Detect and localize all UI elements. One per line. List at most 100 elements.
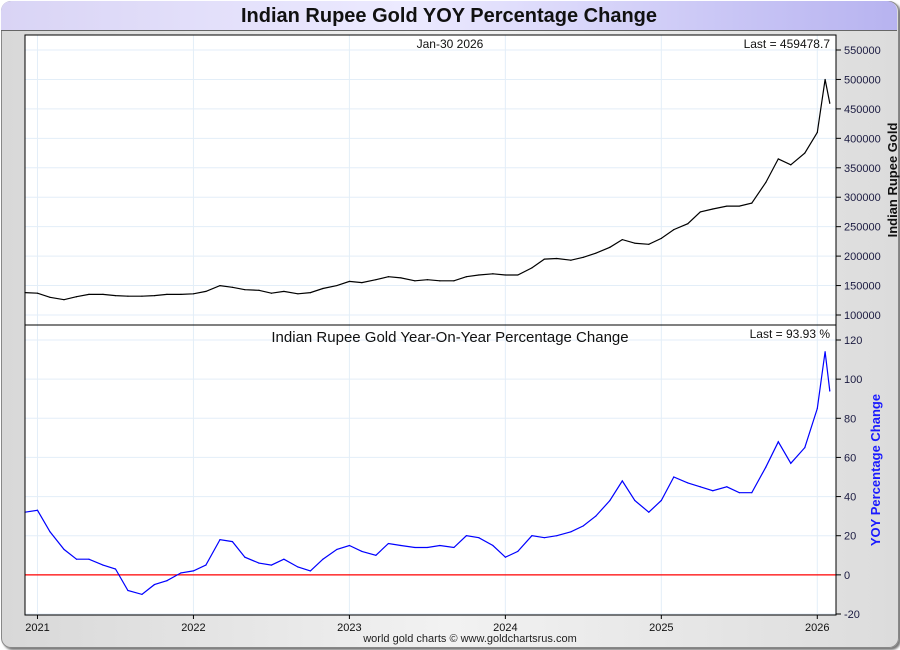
data-point (297, 566, 299, 568)
data-point (219, 539, 221, 541)
data-point (219, 284, 221, 287)
y-tick-label: 500000 (844, 74, 881, 86)
data-point (595, 515, 597, 517)
data-point (504, 556, 506, 558)
data-point (804, 152, 806, 154)
data-point (166, 293, 168, 295)
data-point (205, 290, 207, 293)
date-label: Jan-30 2026 (417, 37, 484, 51)
data-point (465, 535, 467, 537)
y-tick-label: 550000 (844, 45, 881, 57)
last-value-label: Last = 459478.7 (744, 37, 831, 51)
y-tick-label: 40 (844, 492, 856, 504)
data-point (517, 550, 519, 552)
data-point (102, 293, 104, 295)
data-point (63, 299, 65, 301)
plot-area-1 (24, 324, 837, 616)
data-point (829, 390, 831, 392)
data-point (231, 540, 234, 543)
data-point (609, 246, 611, 248)
data-point (336, 548, 338, 551)
data-point (88, 293, 90, 295)
data-point (726, 486, 728, 488)
data-point (634, 499, 636, 502)
data-point (453, 546, 455, 549)
y-tick-label: 120 (844, 335, 862, 347)
data-point (765, 466, 767, 468)
data-point (699, 486, 701, 488)
data-point (141, 295, 143, 297)
data-point (790, 462, 792, 464)
data-point (400, 544, 402, 547)
data-point (348, 544, 350, 547)
plot-area-0 (24, 34, 837, 326)
data-point (270, 564, 273, 566)
data-point (570, 531, 572, 533)
data-point (660, 499, 662, 502)
data-point (361, 550, 363, 552)
data-point (465, 276, 467, 278)
data-point (765, 181, 767, 184)
last-value-label: Last = 93.93 % (750, 327, 831, 341)
data-point (375, 554, 377, 556)
data-point (258, 289, 260, 291)
y-tick-label: 200000 (844, 251, 881, 263)
data-point (439, 280, 441, 282)
y-tick-label: 100 (844, 374, 862, 386)
data-point (804, 447, 806, 449)
y-tick-label: 450000 (844, 104, 881, 116)
y-tick-label: -20 (844, 609, 860, 621)
y-tick-label: 150000 (844, 281, 881, 293)
y-tick-label: 400000 (844, 133, 881, 145)
data-point (49, 296, 51, 298)
data-point (127, 589, 129, 592)
series-line (24, 79, 831, 301)
data-point (375, 279, 377, 281)
plot-border (24, 324, 837, 616)
data-point (726, 205, 728, 207)
x-tick-label: 2026 (805, 622, 829, 634)
data-point (387, 276, 389, 278)
data-point (387, 542, 389, 545)
data-point (492, 544, 494, 547)
data-point (75, 296, 78, 298)
x-tick-label: 2022 (181, 622, 205, 634)
data-point (322, 287, 324, 290)
data-point (595, 252, 597, 254)
series-line (24, 351, 831, 596)
data-point (270, 292, 273, 294)
data-point (824, 351, 826, 353)
data-point (712, 208, 714, 210)
data-point (400, 277, 402, 279)
data-point (414, 546, 416, 549)
data-point (712, 490, 714, 492)
data-point (621, 480, 623, 482)
data-point (63, 548, 65, 551)
data-point (543, 537, 545, 539)
x-tick-label: 2021 (25, 622, 49, 634)
data-point (141, 593, 143, 596)
data-point (673, 229, 675, 231)
data-point (36, 509, 39, 511)
y-tick-label: 20 (844, 531, 856, 543)
data-point (192, 570, 195, 572)
data-point (36, 292, 39, 294)
data-point (153, 584, 156, 586)
data-point (75, 558, 78, 560)
data-point (361, 282, 363, 284)
data-point (414, 280, 416, 282)
data-point (648, 511, 650, 513)
data-point (205, 564, 207, 566)
data-point (348, 280, 350, 283)
data-point (478, 537, 480, 539)
data-point (556, 257, 558, 260)
y-tick-label: 250000 (844, 222, 881, 234)
data-point (531, 267, 533, 269)
data-point (634, 242, 636, 244)
data-point (687, 223, 689, 225)
panel-title: Indian Rupee Gold Year-On-Year Percentag… (271, 329, 628, 346)
data-point (309, 570, 312, 572)
data-point (244, 289, 246, 291)
data-point (738, 492, 740, 494)
